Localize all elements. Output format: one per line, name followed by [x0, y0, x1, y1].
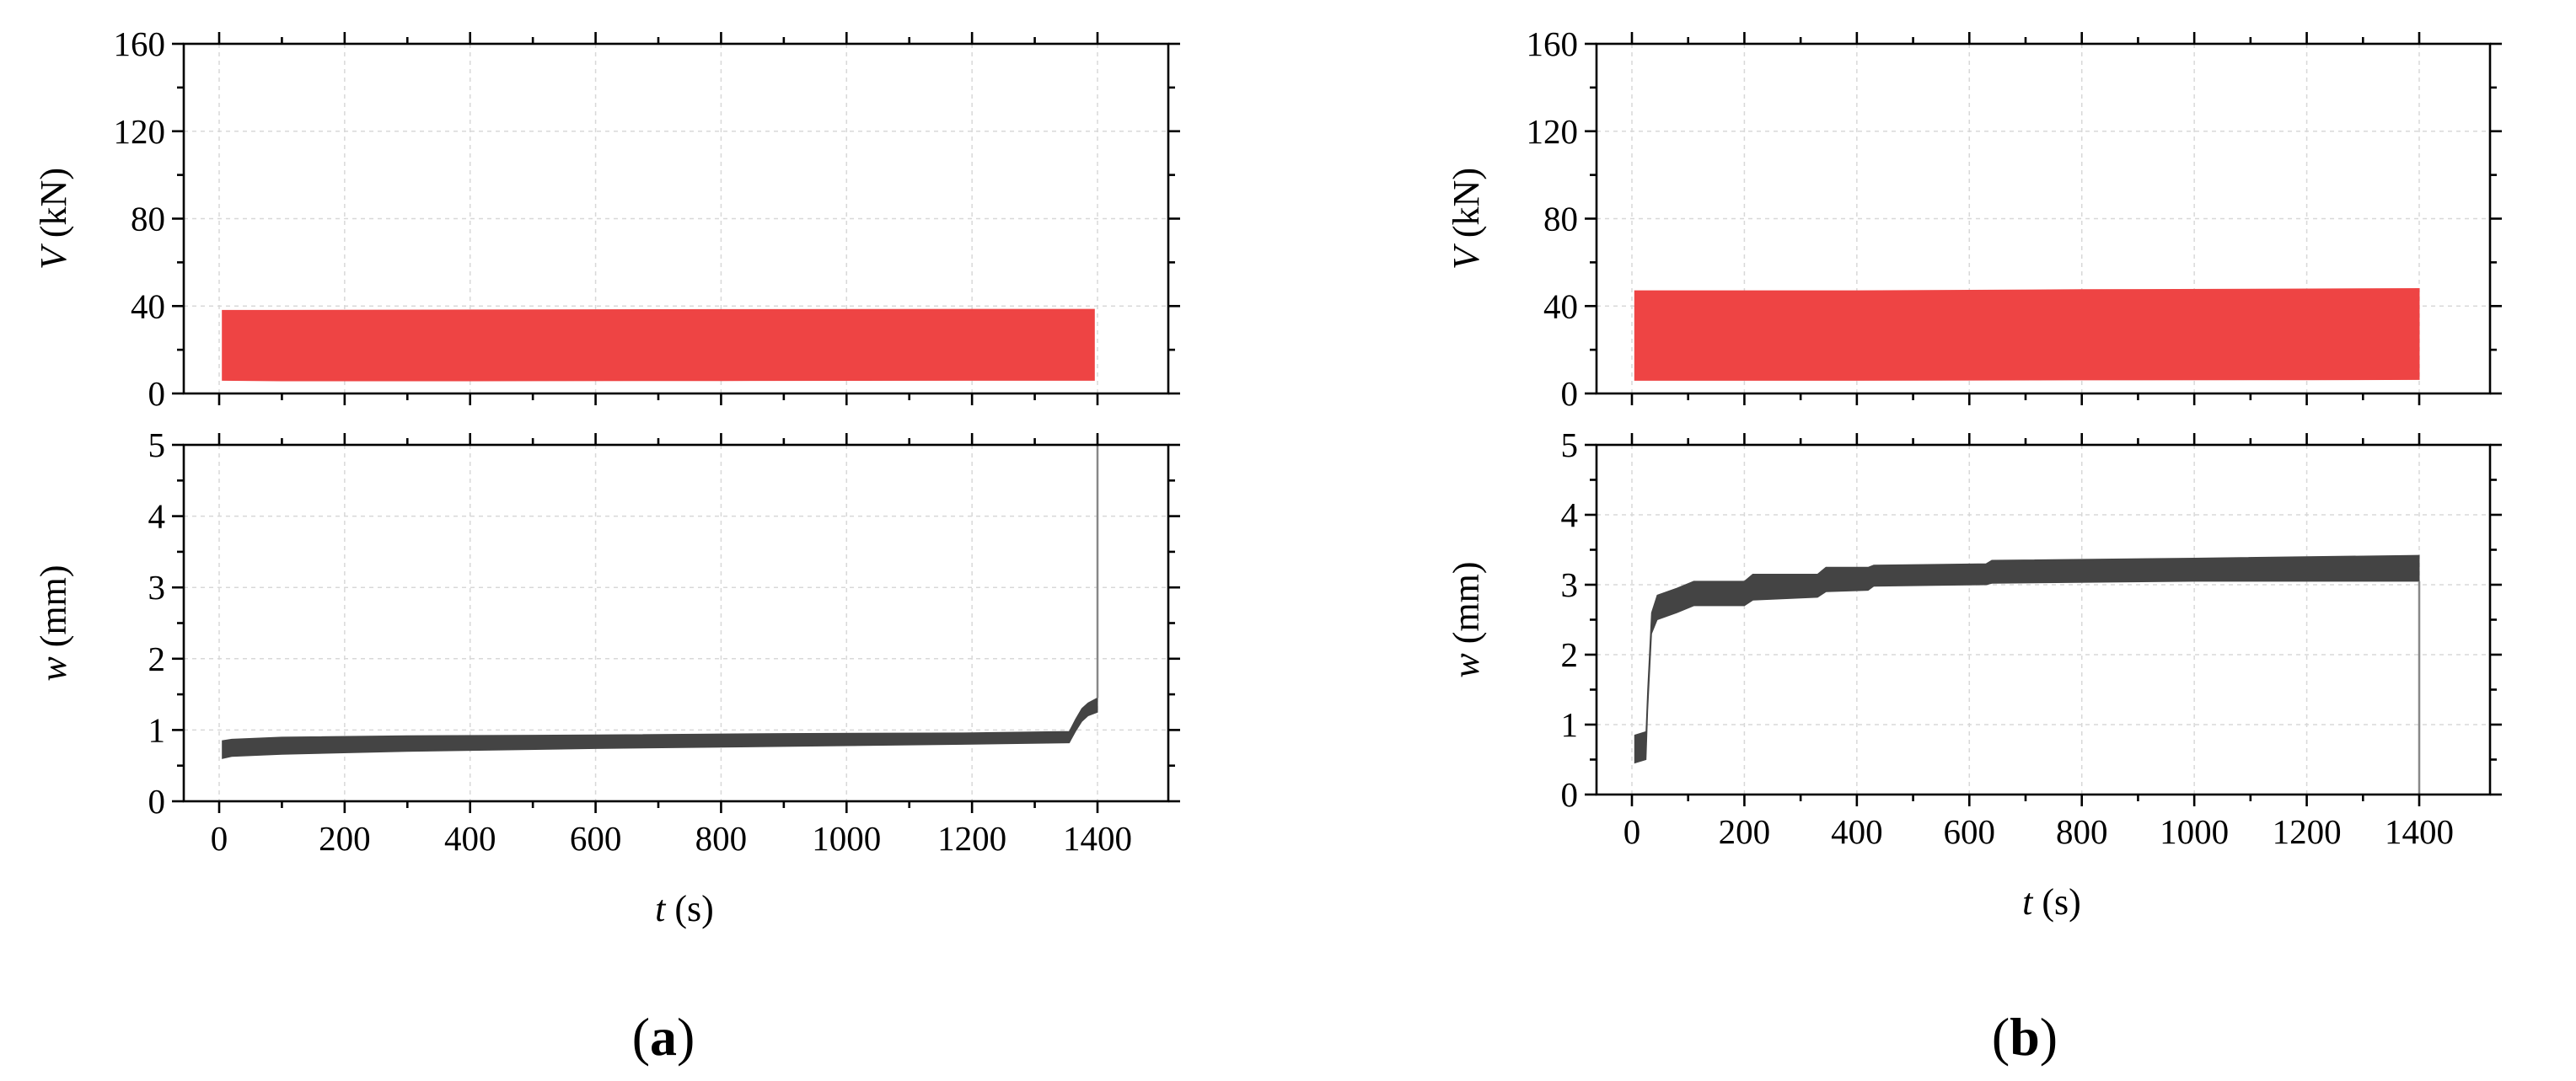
panel-a-top-ytick-label: 0 [148, 374, 166, 413]
panel-a-bottom-ytick-label: 1 [148, 710, 166, 749]
panel-a-top-ytick-label: 40 [131, 286, 165, 325]
panel-a-bottom-ytick-label: 3 [148, 568, 166, 607]
panel-a-top-ytick-label: 120 [114, 112, 166, 151]
panel-a-bottom-ytick-label: 0 [148, 782, 166, 821]
panel-b-bottom-xtick-label: 600 [1944, 812, 1996, 851]
panel-a: 0 40 80 120 160 V (kN) 0 1 2 3 4 5 0 200 400 600 800 1000… [33, 24, 1180, 1067]
panel-b-force-plot: 0 40 80 120 160 V (kN) [1446, 24, 2502, 413]
panel-b-top-ytick-label: 40 [1543, 286, 1578, 325]
panel-a-bottom-ylabel: w (mm) [33, 565, 74, 681]
panel-a-deflection-band [222, 697, 1098, 759]
panel-b-bottom-xtick-label: 1000 [2160, 812, 2229, 851]
panel-b-bottom-ytick-label: 0 [1561, 775, 1579, 814]
panel-a-force-band [222, 308, 1095, 382]
panel-a-top-ytick-label: 160 [114, 24, 166, 63]
panel-a-top-ylabel: V (kN) [33, 168, 74, 270]
panel-a-bottom-xtick-label: 200 [319, 819, 371, 858]
panel-a-bottom-ytick-label: 5 [148, 425, 166, 464]
panel-a-bottom-ytick-label: 2 [148, 640, 166, 678]
panel-b-bottom-xtick-label: 800 [2056, 812, 2108, 851]
panel-b-bottom-frame [1595, 443, 2492, 796]
panel-b-top-ylabel: V (kN) [1446, 168, 1487, 270]
panel-b-bottom-xtick-label: 200 [1719, 812, 1771, 851]
panel-b: 0 40 80 120 160 V (kN) 0 1 2 3 4 5 0 200 400 600 800 1000… [1446, 24, 2502, 1067]
panel-b-label: (b) [1992, 1007, 2058, 1067]
panel-a-deflection-plot: 0 1 2 3 4 5 0 200 400 600 800 1000 1200 1400 w (mm) [33, 425, 1180, 858]
panel-b-bottom-ytick-label: 3 [1561, 565, 1579, 604]
panel-a-label: (a) [632, 1007, 695, 1067]
panel-a-force-plot: 0 40 80 120 160 V (kN) [33, 24, 1180, 413]
panel-b-top-ytick-label: 160 [1527, 24, 1579, 63]
panel-a-top-ytick-label: 80 [131, 200, 165, 238]
panel-b-top-ytick-label: 0 [1561, 374, 1579, 413]
panel-a-bottom-xtick-label: 1200 [937, 819, 1006, 858]
panel-b-force-band [1634, 287, 2420, 381]
panel-b-bottom-xtick-label: 400 [1831, 812, 1883, 851]
panel-b-top-ytick-label: 80 [1543, 200, 1578, 238]
panel-b-deflection-band [1634, 554, 2420, 764]
panel-a-bottom-ytick-label: 4 [148, 497, 166, 536]
panel-b-deflection-plot: 0 1 2 3 4 5 0 200 400 600 800 1000 1200 1400 w (mm) [1446, 425, 2502, 851]
panel-a-xlabel: t (s) [655, 888, 714, 929]
panel-b-bottom-xtick-label: 1200 [2273, 812, 2342, 851]
panel-b-bottom-ytick-label: 4 [1561, 495, 1579, 534]
panel-a-bottom-xtick-label: 1000 [812, 819, 881, 858]
panel-a-bottom-xtick-label: 600 [570, 819, 622, 858]
panel-a-bottom-xtick-label: 1400 [1063, 819, 1132, 858]
panel-b-bottom-ytick-label: 2 [1561, 635, 1579, 674]
panel-a-bottom-xtick-label: 400 [444, 819, 496, 858]
panel-b-bottom-ytick-label: 5 [1561, 425, 1579, 464]
panel-b-bottom-ylabel: w (mm) [1446, 561, 1487, 677]
panel-a-bottom-xtick-label: 0 [211, 819, 228, 858]
panel-b-bottom-xtick-label: 1400 [2385, 812, 2454, 851]
panel-b-top-ytick-label: 120 [1527, 112, 1579, 151]
panel-b-bottom-ytick-label: 1 [1561, 705, 1579, 744]
panel-a-bottom-xtick-label: 800 [695, 819, 748, 858]
panel-b-bottom-xtick-label: 0 [1623, 812, 1641, 851]
panel-b-xlabel: t (s) [2022, 881, 2081, 923]
